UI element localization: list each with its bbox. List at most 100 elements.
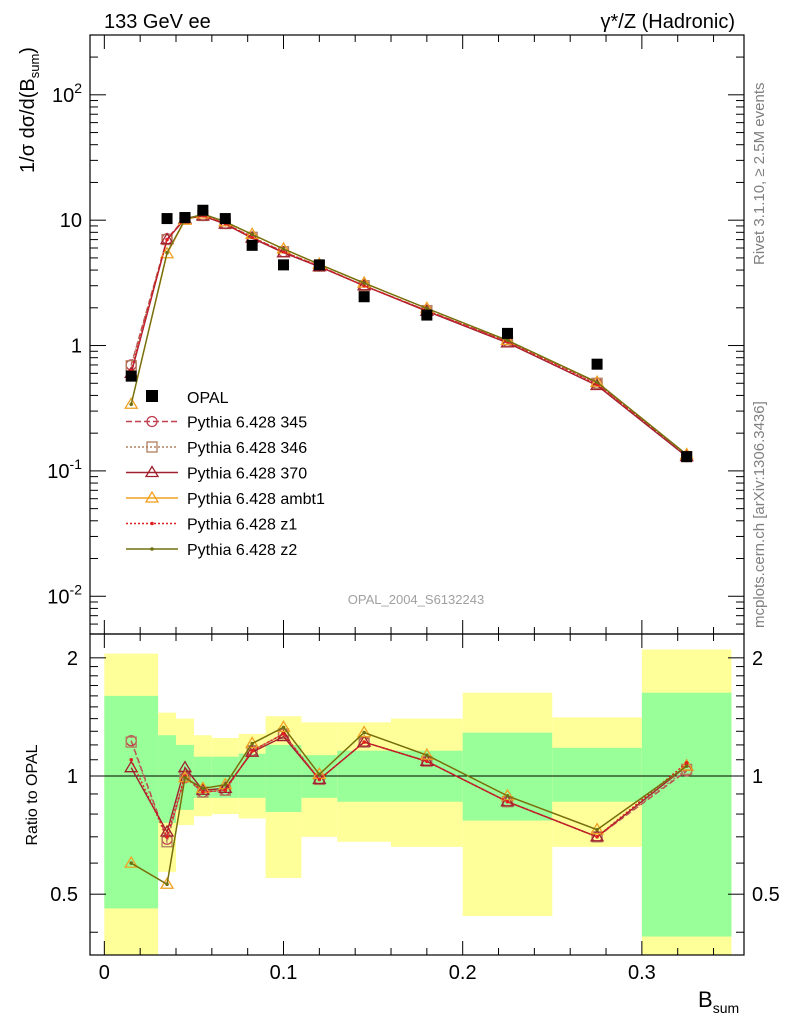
main-series-2-point-6 [276, 245, 291, 258]
main-series-4-point-8 [362, 283, 366, 288]
legend-label-opal: OPAL [187, 390, 229, 407]
legend-label-2: Pythia 6.428 370 [187, 466, 307, 483]
x-tick-label-3: 0.3 [628, 962, 656, 984]
ratio-series-2-point-0 [124, 760, 139, 773]
mcplots-label: mcplots.cern.ch [arXiv:1306.3436] [751, 401, 768, 628]
opal-data-point-9 [421, 309, 433, 321]
ratio-series-3-point-12 [679, 758, 694, 771]
ratio-y-tick-label-left-0: 0.5 [50, 884, 78, 906]
main-series-5-point-0 [129, 402, 134, 407]
ratio-series-2-point-5 [245, 744, 260, 757]
main-series-5-point-1 [165, 250, 169, 255]
ratio-series-4-point-4 [223, 788, 228, 793]
legend-marker-5 [150, 547, 154, 551]
ratio-series-1-point-0 [125, 736, 137, 748]
ratio-series-4-point-10 [505, 799, 510, 804]
rivet-label: Rivet 3.1.10, ≥ 2.5M events [751, 83, 768, 266]
opal-data-point-2 [179, 212, 191, 224]
opal-data-point-10 [501, 327, 513, 339]
legend-label-3: Pythia 6.428 ambt1 [187, 491, 325, 508]
ratio-series-4-point-1 [165, 835, 169, 839]
opal-data-point-0 [125, 370, 137, 382]
opal-data-point-8 [358, 291, 370, 303]
opal-data-point-12 [681, 451, 693, 463]
ratio-y-tick-label-right-1: 1 [752, 766, 763, 788]
legend-marker-1 [146, 441, 158, 453]
x-tick-label-2: 0.2 [449, 962, 477, 984]
ratio-series-4-point-11 [595, 835, 599, 839]
ratio-series-5-point-1 [165, 882, 169, 887]
ratio-series-layer [124, 720, 694, 889]
opal-data-point-4 [219, 213, 231, 225]
ratio-series-5-point-4 [223, 782, 228, 787]
opal-data-point-1 [161, 213, 173, 225]
ratio-band-green-6 [265, 744, 302, 812]
ratio-series-3-point-6 [276, 720, 291, 733]
opal-data-point-5 [246, 239, 258, 251]
ratio-series-5-point-8 [362, 730, 366, 735]
x-tick-label-1: 0.1 [270, 962, 298, 984]
main-series-layer [124, 204, 694, 463]
main-y-tick-label-3: 10 [60, 210, 82, 232]
ratio-series-5-point-0 [129, 861, 134, 865]
ratio-series-2-point-8 [356, 734, 372, 747]
ratio-series-2-point-4 [218, 781, 233, 794]
ratio-band-green-12 [641, 692, 732, 937]
ratio-series-5-point-10 [505, 794, 510, 798]
main-series-3-point-1 [159, 246, 175, 259]
main-series-4-point-6 [281, 249, 286, 254]
ratio-series-3-point-8 [356, 725, 372, 738]
ratio-series-5-point-3 [201, 786, 205, 791]
legend-label-1: Pythia 6.428 346 [187, 440, 307, 457]
main-series-5-point-10 [505, 338, 510, 343]
ratio-series-5-point-11 [595, 827, 599, 832]
ratio-series-4-point-7 [317, 777, 322, 782]
ratio-frame [89, 633, 745, 956]
ratio-series-4-point-8 [362, 740, 366, 744]
ratio-band-green-1 [158, 735, 177, 823]
ratio-series-5-point-7 [317, 772, 322, 777]
analysis-watermark: OPAL_2004_S6132243 [348, 592, 484, 607]
ratio-y-tick-label-left-2: 2 [67, 648, 78, 670]
opal-data-point-6 [278, 259, 290, 271]
ratio-y-tick-label-right-2: 2 [752, 648, 763, 670]
main-series-5-point-11 [595, 380, 599, 384]
ratio-series-4-point-5 [250, 748, 254, 753]
legend-marker-4 [150, 521, 154, 526]
ratio-series-2-point-10 [500, 794, 515, 807]
main-series-4-point-1 [165, 237, 169, 242]
ratio-series-4-point-6 [281, 732, 286, 736]
opal-data-point-11 [591, 358, 603, 370]
ratio-series-5-point-6 [281, 725, 286, 730]
main-y-tick-label-2: 1 [71, 336, 82, 358]
opal-data-point-3 [197, 204, 209, 216]
legend-label-0: Pythia 6.428 345 [187, 415, 307, 432]
legend-marker-3 [144, 490, 160, 503]
main-series-5-point-8 [362, 281, 366, 285]
legend-label-4: Pythia 6.428 z1 [187, 517, 297, 534]
ratio-uncertainty-bands [104, 649, 732, 955]
opal-data-point-7 [313, 259, 325, 271]
ratio-y-tick-label-right-0: 0.5 [752, 884, 780, 906]
x-tick-label-0: 0 [99, 962, 110, 984]
main-series-5-point-9 [425, 306, 429, 311]
ratio-series-5-point-5 [250, 741, 254, 746]
legend-marker-opal [146, 390, 158, 402]
ratio-band-green-11 [552, 747, 642, 802]
ratio-series-5-point-9 [425, 753, 429, 757]
ratio-series-4-point-3 [201, 790, 205, 794]
main-series-4-point-5 [250, 235, 254, 240]
main-series-5-point-5 [250, 232, 254, 237]
main-series-3-point-0 [124, 397, 139, 409]
ratio-series-5-point-2 [183, 775, 187, 780]
ratio-y-tick-label-left-1: 1 [67, 766, 78, 788]
ratio-series-4-point-9 [425, 759, 429, 764]
main-series-2-point-1 [159, 232, 175, 245]
header-right-label: γ*/Z (Hadronic) [601, 11, 735, 33]
ratio-series-3-point-0 [124, 855, 139, 868]
ratio-series-4-point-12 [684, 761, 689, 765]
ratio-series-4-point-0 [129, 757, 134, 762]
legend: OPAL Pythia 6.428 345 Pythia 6.428 346 Pyth… [126, 390, 325, 559]
